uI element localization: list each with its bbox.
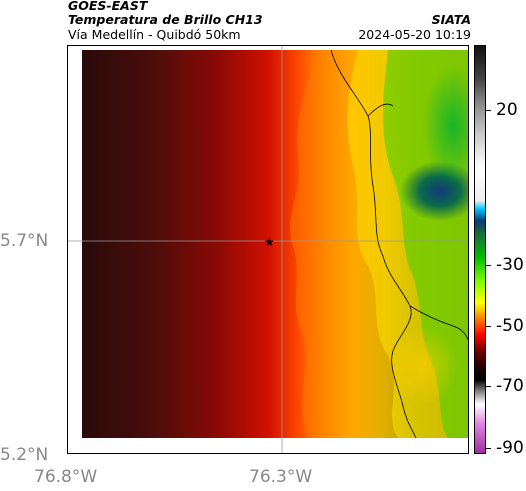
satellite-title: GOES-EAST — [68, 0, 148, 13]
colorbar-tick-m70 — [486, 386, 491, 387]
colorbar-tick-m90 — [486, 448, 491, 449]
agency-label: SIATA — [431, 12, 471, 27]
colorbar-label-m70: -70 — [496, 376, 524, 396]
brightness-temperature-map: ★ — [67, 45, 469, 454]
colorbar-tick-m30 — [486, 265, 491, 266]
product-title: Temperatura de Brillo CH13 — [68, 12, 263, 27]
colorbar-label-m90: -90 — [496, 438, 524, 458]
colorbar-tick-m50 — [486, 326, 491, 327]
region-label: Vía Medellín - Quibdó 50km — [68, 27, 241, 42]
colorbar-label-m30: -30 — [496, 255, 524, 275]
lat-label-5-2: 5.2°N — [0, 445, 49, 465]
datetime-label: 2024-05-20 10:19 — [358, 27, 471, 42]
lon-label-76-8: 76.8°W — [34, 467, 98, 487]
temperature-colorbar — [474, 45, 486, 454]
map-image: ★ — [68, 46, 468, 453]
star-marker: ★ — [264, 235, 275, 249]
colorbar-label-20: 20 — [496, 100, 518, 120]
colorbar-label-m50: -50 — [496, 316, 524, 336]
lat-label-5-7: 5.7°N — [0, 231, 49, 251]
colorbar-tick-20 — [486, 110, 491, 111]
lon-label-76-3: 76.3°W — [249, 467, 313, 487]
